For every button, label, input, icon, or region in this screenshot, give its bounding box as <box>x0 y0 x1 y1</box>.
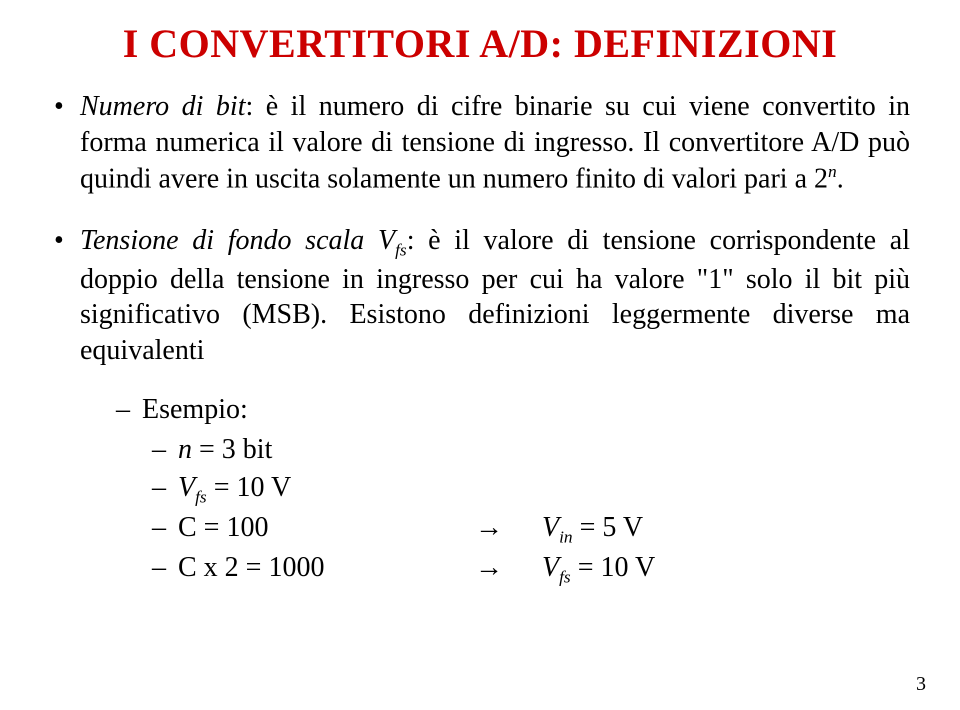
var-vfs: V <box>178 472 195 503</box>
exp-n: n <box>828 162 837 181</box>
example-rows: n = 3 bit Vfs = 10 V C = 100 → Vin = 5 V <box>116 431 910 589</box>
slide-title: I CONVERTITORI A/D: DEFINIZIONI <box>50 20 910 67</box>
sub-vfs: fs <box>195 487 207 506</box>
term-vfs: Tensione di fondo scala Vfs <box>80 225 407 256</box>
rest-r4: = 10 V <box>571 552 656 583</box>
left-r3: C = 100 <box>178 509 468 547</box>
term-vfs-text: Tensione di fondo scala V <box>80 225 395 256</box>
arrow-r3: → <box>475 509 535 547</box>
term-vfs-sub: fs <box>395 240 407 259</box>
example-row-c100: C = 100 → Vin = 5 V <box>152 509 910 549</box>
var-n: n <box>178 434 192 465</box>
rest-r3: = 5 V <box>573 512 644 543</box>
sub-vfs2: fs <box>559 567 571 586</box>
term-numero-di-bit: Numero di bit <box>80 91 246 122</box>
page-number: 3 <box>916 673 926 696</box>
example-label: Esempio: <box>116 391 910 429</box>
sub-vin: in <box>559 527 573 546</box>
rest-r2: = 10 V <box>207 472 292 503</box>
var-vfs2: V <box>542 552 559 583</box>
arrow-r4: → <box>475 549 535 587</box>
var-vin: V <box>542 512 559 543</box>
rest-r1: = 3 bit <box>192 434 272 465</box>
right-r4: Vfs = 10 V <box>542 549 655 589</box>
text-b1b: . <box>837 163 844 194</box>
example-row-cx2: C x 2 = 1000 → Vfs = 10 V <box>152 549 910 589</box>
example-row-n: n = 3 bit <box>152 431 910 469</box>
bullet-numero-di-bit: Numero di bit: è il numero di cifre bina… <box>50 89 910 197</box>
example-row-vfs: Vfs = 10 V <box>152 469 910 509</box>
right-r3: Vin = 5 V <box>542 509 643 549</box>
left-r4: C x 2 = 1000 <box>178 549 468 587</box>
bullet-list: Numero di bit: è il numero di cifre bina… <box>50 89 910 589</box>
example-block: Esempio: n = 3 bit Vfs = 10 V C = 100 → <box>80 391 910 589</box>
slide: I CONVERTITORI A/D: DEFINIZIONI Numero d… <box>0 0 960 710</box>
bullet-tensione-fondo-scala: Tensione di fondo scala Vfs: è il valore… <box>50 223 910 589</box>
